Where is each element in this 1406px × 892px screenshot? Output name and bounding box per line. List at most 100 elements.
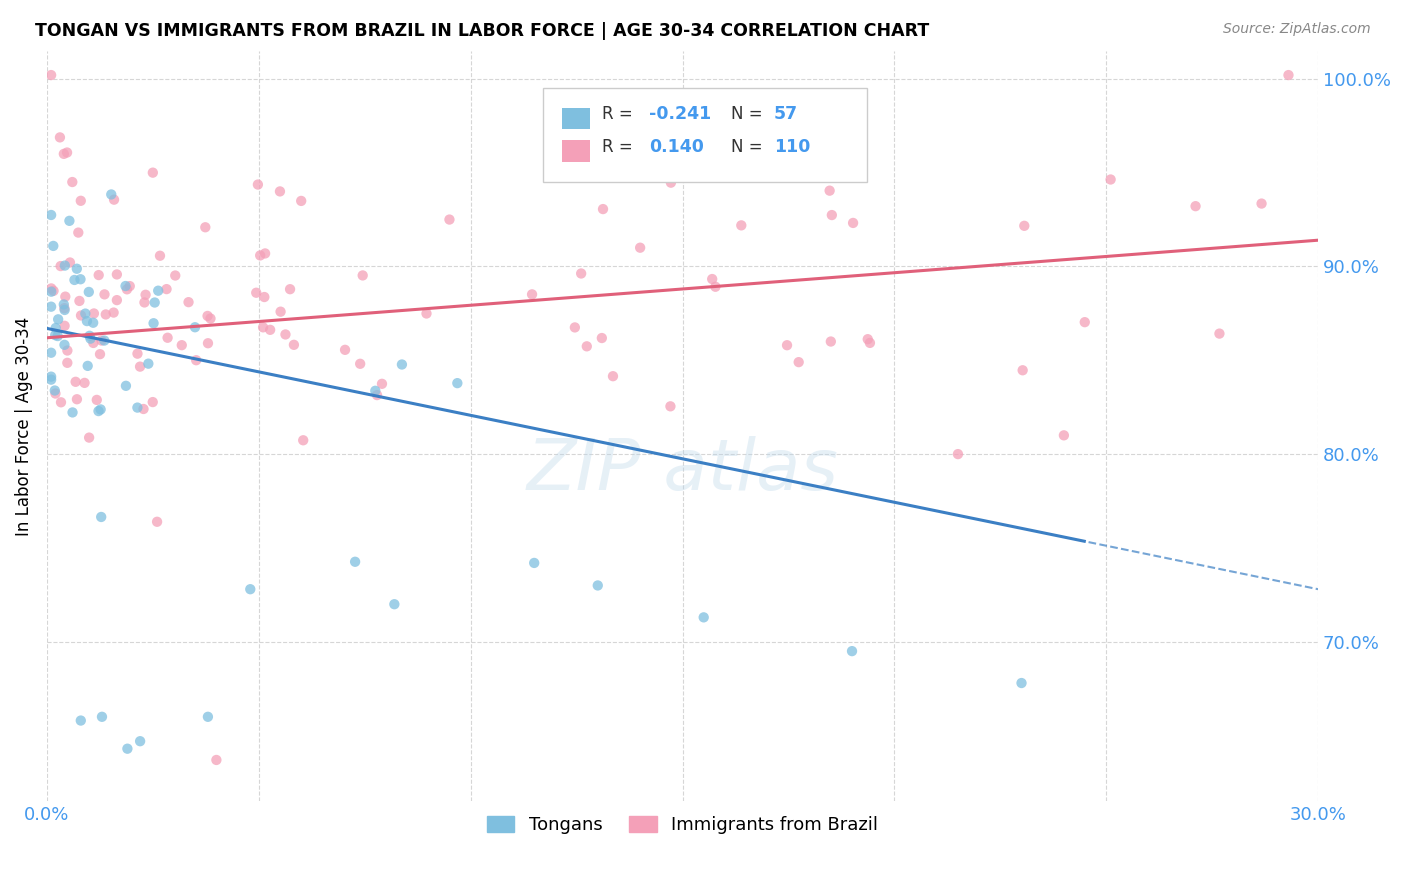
Point bbox=[66, 261, 89, 276]
Point bbox=[90, 334, 112, 348]
Point bbox=[62, 405, 84, 419]
Point bbox=[53, 318, 76, 333]
Point bbox=[821, 208, 844, 222]
Point bbox=[591, 331, 613, 345]
Text: Source: ZipAtlas.com: Source: ZipAtlas.com bbox=[1223, 22, 1371, 37]
Point bbox=[253, 290, 276, 304]
Point bbox=[148, 284, 170, 298]
Point bbox=[730, 219, 752, 233]
Point bbox=[592, 202, 614, 216]
Point bbox=[602, 369, 624, 384]
Point bbox=[53, 259, 76, 273]
Point bbox=[702, 272, 724, 286]
Point bbox=[628, 241, 651, 255]
Point bbox=[115, 282, 138, 296]
Point bbox=[82, 335, 104, 350]
Y-axis label: In Labor Force | Age 30-34: In Labor Force | Age 30-34 bbox=[15, 317, 32, 535]
Point bbox=[79, 328, 101, 343]
Point bbox=[856, 332, 879, 346]
Point bbox=[65, 375, 87, 389]
Point bbox=[42, 284, 65, 298]
Point bbox=[129, 734, 152, 748]
Point bbox=[1011, 363, 1033, 377]
Point bbox=[249, 248, 271, 262]
Point bbox=[352, 268, 374, 283]
Point bbox=[1074, 315, 1097, 329]
Point bbox=[290, 194, 312, 208]
Point bbox=[60, 175, 83, 189]
Point bbox=[83, 306, 105, 320]
Point bbox=[142, 316, 165, 330]
Point bbox=[56, 145, 79, 160]
Point bbox=[46, 312, 69, 326]
Point bbox=[659, 400, 682, 414]
Point bbox=[200, 311, 222, 326]
Point bbox=[142, 166, 165, 180]
Point bbox=[39, 285, 62, 299]
Point bbox=[156, 331, 179, 345]
Point bbox=[132, 402, 155, 417]
Point bbox=[69, 272, 91, 286]
Point bbox=[569, 267, 592, 281]
Point bbox=[59, 255, 82, 269]
Point bbox=[135, 287, 157, 301]
Point bbox=[143, 295, 166, 310]
Point bbox=[44, 328, 66, 343]
Point bbox=[87, 404, 110, 418]
Point bbox=[1208, 326, 1230, 341]
Text: R =: R = bbox=[602, 105, 638, 123]
Point bbox=[114, 279, 136, 293]
Text: N =: N = bbox=[731, 105, 768, 123]
Text: 110: 110 bbox=[775, 137, 810, 156]
Point bbox=[382, 597, 405, 611]
Point bbox=[149, 249, 172, 263]
Point bbox=[146, 515, 169, 529]
Point bbox=[53, 338, 76, 352]
Point bbox=[239, 582, 262, 597]
Point bbox=[90, 510, 112, 524]
Point bbox=[118, 279, 141, 293]
Point bbox=[76, 314, 98, 328]
Point bbox=[841, 644, 863, 658]
Point bbox=[859, 335, 882, 350]
Point bbox=[1277, 68, 1299, 82]
Point bbox=[105, 293, 128, 307]
Point bbox=[90, 402, 112, 417]
Point bbox=[100, 187, 122, 202]
Point bbox=[292, 434, 315, 448]
Point bbox=[46, 329, 69, 343]
Point bbox=[70, 309, 93, 323]
Point bbox=[39, 369, 62, 384]
Point bbox=[186, 353, 208, 368]
Point bbox=[142, 395, 165, 409]
Point bbox=[86, 392, 108, 407]
Point bbox=[283, 338, 305, 352]
Point bbox=[1011, 676, 1033, 690]
Point bbox=[245, 285, 267, 300]
Point bbox=[205, 753, 228, 767]
Point bbox=[270, 304, 292, 318]
FancyBboxPatch shape bbox=[562, 140, 589, 161]
Point bbox=[117, 741, 139, 756]
Point bbox=[39, 68, 62, 82]
Point bbox=[87, 268, 110, 282]
Point bbox=[1014, 219, 1036, 233]
Point bbox=[66, 392, 89, 407]
Point bbox=[93, 287, 115, 301]
Point bbox=[82, 316, 104, 330]
Point bbox=[278, 282, 301, 296]
Point bbox=[39, 208, 62, 222]
Point bbox=[344, 555, 367, 569]
Point bbox=[246, 178, 269, 192]
Point bbox=[56, 356, 79, 370]
Point bbox=[39, 373, 62, 387]
Point bbox=[77, 431, 100, 445]
Point bbox=[67, 226, 90, 240]
Point bbox=[391, 358, 413, 372]
Point bbox=[58, 214, 80, 228]
Point bbox=[103, 305, 125, 319]
Point bbox=[69, 714, 91, 728]
Point bbox=[366, 388, 388, 402]
Point bbox=[89, 347, 111, 361]
Point bbox=[134, 295, 156, 310]
